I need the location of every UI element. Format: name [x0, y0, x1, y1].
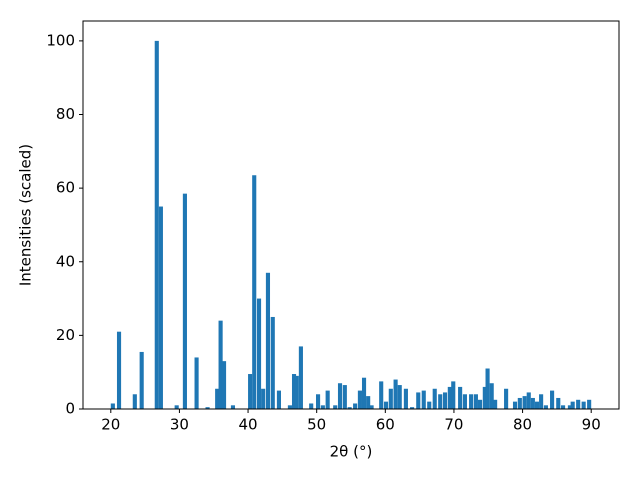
bar [427, 401, 432, 409]
bar [174, 405, 179, 409]
bar [561, 405, 566, 409]
bar [534, 401, 540, 409]
bar [347, 407, 352, 409]
bar [477, 399, 483, 409]
bar [379, 381, 384, 409]
bar [252, 175, 257, 409]
bar [248, 374, 253, 409]
bar [270, 316, 275, 409]
bar [576, 399, 581, 409]
bar [512, 401, 518, 409]
bar [291, 374, 297, 409]
bar [182, 193, 187, 409]
bar [388, 388, 393, 409]
bar [158, 206, 163, 409]
bar [276, 390, 281, 409]
x-tick-label: 90 [582, 416, 601, 434]
bar [493, 399, 498, 409]
bar [256, 298, 262, 409]
x-tick-label: 70 [444, 416, 463, 434]
bar [543, 405, 548, 409]
bar [442, 392, 448, 409]
bar [517, 397, 522, 409]
x-tick-label: 30 [170, 416, 189, 434]
bar [287, 405, 292, 409]
bar [581, 401, 586, 409]
y-tick-label: 40 [56, 252, 75, 270]
bar [416, 392, 421, 409]
bar [265, 272, 271, 409]
bar [522, 396, 527, 409]
bar [320, 405, 325, 409]
bar [473, 394, 478, 409]
bar [110, 403, 115, 409]
bar [298, 346, 303, 409]
bar [504, 388, 509, 409]
x-tick-label: 40 [239, 416, 258, 434]
bar [447, 386, 452, 409]
x-tick-label: 20 [101, 416, 120, 434]
bar [421, 390, 426, 409]
bar [369, 405, 374, 409]
bar [309, 403, 314, 409]
bar [315, 394, 321, 409]
y-tick-label: 80 [56, 105, 75, 123]
bar [383, 401, 389, 409]
bar [366, 396, 371, 409]
bar [403, 388, 408, 409]
bar [469, 394, 474, 409]
bar [357, 390, 362, 409]
bar [194, 357, 199, 409]
bar [539, 394, 544, 409]
bar [221, 361, 227, 409]
bar [132, 394, 137, 409]
bar [458, 386, 463, 409]
bar [393, 379, 398, 409]
y-tick-label: 60 [56, 179, 75, 197]
bar [567, 405, 572, 409]
bar [526, 392, 531, 409]
bar [218, 320, 223, 409]
bar [410, 407, 415, 409]
bar [205, 407, 210, 409]
bar [139, 351, 144, 409]
bar [230, 405, 236, 409]
y-axis-label: Intensities (scaled) [17, 144, 35, 286]
bar [215, 388, 220, 409]
bar [530, 397, 535, 409]
bar [570, 401, 575, 409]
bar [451, 381, 456, 409]
bar [482, 386, 487, 409]
bar [294, 375, 299, 409]
bar [116, 331, 122, 409]
bar [337, 383, 343, 409]
bar [550, 390, 555, 409]
bar [462, 394, 467, 409]
bar [361, 377, 367, 409]
y-tick-label: 20 [56, 326, 75, 344]
bar [438, 394, 443, 409]
bar [333, 405, 338, 409]
bar [353, 403, 358, 409]
bar [342, 385, 347, 409]
x-tick-label: 60 [376, 416, 395, 434]
bar [432, 388, 437, 409]
bar [397, 385, 402, 409]
bar [587, 399, 592, 409]
bar [261, 388, 266, 409]
bar [325, 390, 330, 409]
plot-frame [82, 20, 620, 410]
bar [485, 368, 490, 409]
x-tick-label: 80 [513, 416, 532, 434]
bar [556, 397, 561, 409]
y-tick-label: 0 [65, 400, 75, 418]
bar [154, 40, 159, 409]
x-axis-label: 2θ (°) [330, 443, 373, 461]
x-tick-label: 50 [307, 416, 326, 434]
y-tick-label: 100 [46, 31, 75, 49]
bar [489, 383, 494, 409]
